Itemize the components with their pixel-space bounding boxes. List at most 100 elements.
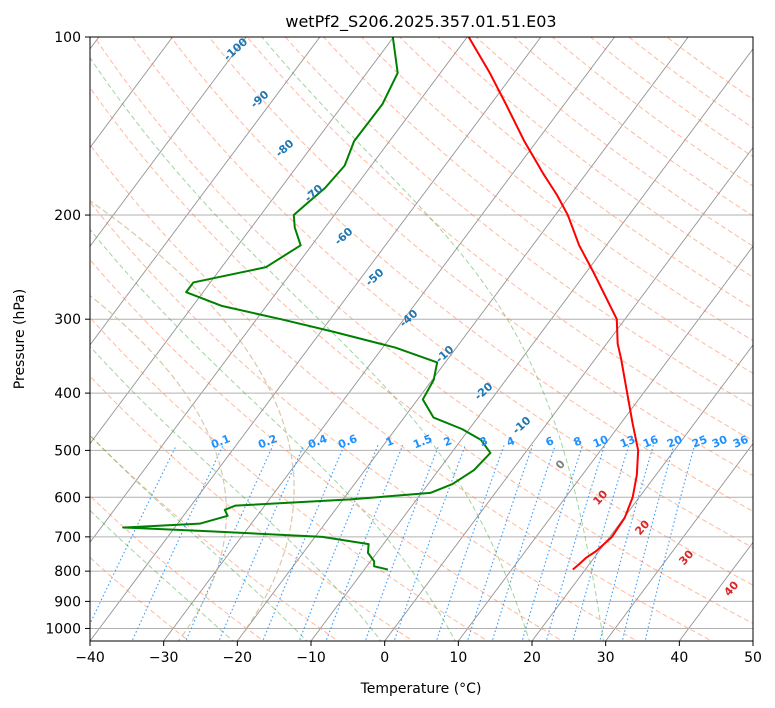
dry-adiabat xyxy=(90,143,713,641)
dry-adiabat-label: -40 xyxy=(397,307,421,330)
mixing-ratio-label: 0.1 xyxy=(209,432,232,451)
dry-adiabat xyxy=(90,201,639,641)
mixing-ratio-line xyxy=(218,445,305,641)
mixing-ratio-label: 6 xyxy=(544,434,556,449)
mixing-ratio-label: 4 xyxy=(505,434,517,449)
mixing-ratio-label: 0.6 xyxy=(336,432,359,451)
y-tick-label: 700 xyxy=(54,530,81,546)
moist-adiabat-label: 10 xyxy=(590,487,610,507)
x-tick-label: 40 xyxy=(670,650,688,666)
mixing-ratio-line xyxy=(521,445,584,641)
mixing-ratio-line xyxy=(364,445,440,641)
y-tick-label: 100 xyxy=(54,30,81,46)
mixing-ratio-label: 0.2 xyxy=(256,432,279,451)
mixing-ratio-line xyxy=(435,445,505,641)
dry-adiabat xyxy=(666,37,753,101)
y-tick-label: 500 xyxy=(54,443,81,459)
mixing-ratio-label: 1 xyxy=(384,434,396,449)
moist-adiabat xyxy=(90,345,382,641)
y-tick-label: 1000 xyxy=(45,621,81,637)
dry-adiabat-label: -80 xyxy=(273,137,297,160)
mixing-ratio-line xyxy=(393,445,466,641)
moist-adiabat xyxy=(90,56,530,641)
dry-adiabat xyxy=(90,86,753,625)
mixing-ratio-line xyxy=(621,445,675,641)
y-axis-title: Pressure (hPa) xyxy=(12,289,28,389)
dry-adiabat xyxy=(90,495,265,641)
mixing-ratio-label: 13 xyxy=(618,433,637,451)
mixing-ratio-label: 36 xyxy=(731,433,750,451)
isotherm-line xyxy=(678,541,753,641)
isotherm-line xyxy=(605,442,753,641)
dry-adiabat-label: -10 xyxy=(510,414,534,437)
mixing-ratio-line xyxy=(298,445,379,641)
mixing-ratio-label: 3 xyxy=(478,434,490,449)
isotherm-line xyxy=(90,37,247,248)
moist-adiabat-label: 40 xyxy=(721,578,741,598)
mixing-ratio-line xyxy=(599,445,654,641)
ccl-curve xyxy=(90,200,295,641)
dry-adiabat xyxy=(322,37,753,374)
isotherm-line xyxy=(531,344,753,641)
dry-adiabat-label: -90 xyxy=(248,88,272,111)
dry-adiabat xyxy=(132,37,753,549)
mixing-ratio-label: 1.5 xyxy=(411,432,434,451)
isotherm-line xyxy=(457,245,753,641)
chart-title: wetPf2_S206.2025.357.01.51.E03 xyxy=(285,12,556,32)
dry-adiabat xyxy=(93,37,753,586)
isotherm-line xyxy=(90,37,321,346)
moist-adiabat xyxy=(90,509,234,641)
mixing-ratio-line xyxy=(644,445,696,641)
dry-adiabat-label: -70 xyxy=(302,182,326,205)
dry-adiabat xyxy=(90,316,489,641)
x-tick-label: 20 xyxy=(523,650,541,666)
dry-adiabat-label: -20 xyxy=(472,380,496,403)
mixing-ratio-line xyxy=(491,445,556,641)
dry-adiabat xyxy=(551,37,753,187)
moist-adiabat xyxy=(90,228,456,641)
x-tick-label: −40 xyxy=(75,650,105,666)
x-tick-label: 50 xyxy=(744,650,762,666)
mixing-ratio-line xyxy=(572,445,630,641)
mixing-ratio-label: 2 xyxy=(442,434,454,449)
x-axis-title: Temperature (°C) xyxy=(360,681,482,697)
y-tick-label: 300 xyxy=(54,312,81,328)
isotherm-line xyxy=(90,37,468,544)
mixing-ratio-line xyxy=(545,445,606,641)
x-tick-label: 0 xyxy=(380,650,389,666)
dry-adiabat xyxy=(284,37,753,408)
isotherm-line xyxy=(384,146,753,641)
x-tick-label: 10 xyxy=(449,650,467,666)
dry-adiabat xyxy=(170,37,753,512)
isotherm-line xyxy=(163,37,615,641)
mixing-ratio-line xyxy=(466,445,534,641)
moist-adiabat-label: 30 xyxy=(676,547,696,567)
y-tick-label: 600 xyxy=(54,490,81,506)
mixing-ratio-label: 20 xyxy=(665,433,684,451)
x-tick-label: −20 xyxy=(223,650,253,666)
axes: −40 −30 −20 −10 0 10 20 30 40 5010020030040050060… xyxy=(45,30,762,666)
mixing-ratio-line xyxy=(90,444,177,626)
dry-adiabat xyxy=(437,37,753,278)
dry-adiabat xyxy=(90,434,340,641)
y-tick-label: 200 xyxy=(54,208,81,224)
isotherm-line xyxy=(90,37,394,445)
mixing-ratio-label: 30 xyxy=(710,433,729,451)
ccl-curve xyxy=(90,294,227,641)
dry-adiabat xyxy=(246,37,753,442)
isotherm-line xyxy=(90,37,542,641)
dry-adiabat xyxy=(589,37,753,158)
plot-area: -100-90-80-70-60-50-40-10-20-100.1 0.2 0.4… xyxy=(90,37,753,641)
mixing-ratio-label: 16 xyxy=(641,433,660,451)
dewpoint-profile xyxy=(122,37,492,571)
mixing-ratio-label: 0.4 xyxy=(306,432,329,451)
mixing-ratio-line xyxy=(262,445,345,641)
temperature-profile xyxy=(467,37,640,571)
dry-adiabat xyxy=(475,37,753,247)
dry-adiabat-label: -50 xyxy=(363,266,387,289)
isotherm-line xyxy=(90,37,173,149)
dry-adiabat xyxy=(90,375,414,641)
dry-adiabat xyxy=(90,258,564,641)
mixing-ratio-label: 25 xyxy=(690,433,709,451)
